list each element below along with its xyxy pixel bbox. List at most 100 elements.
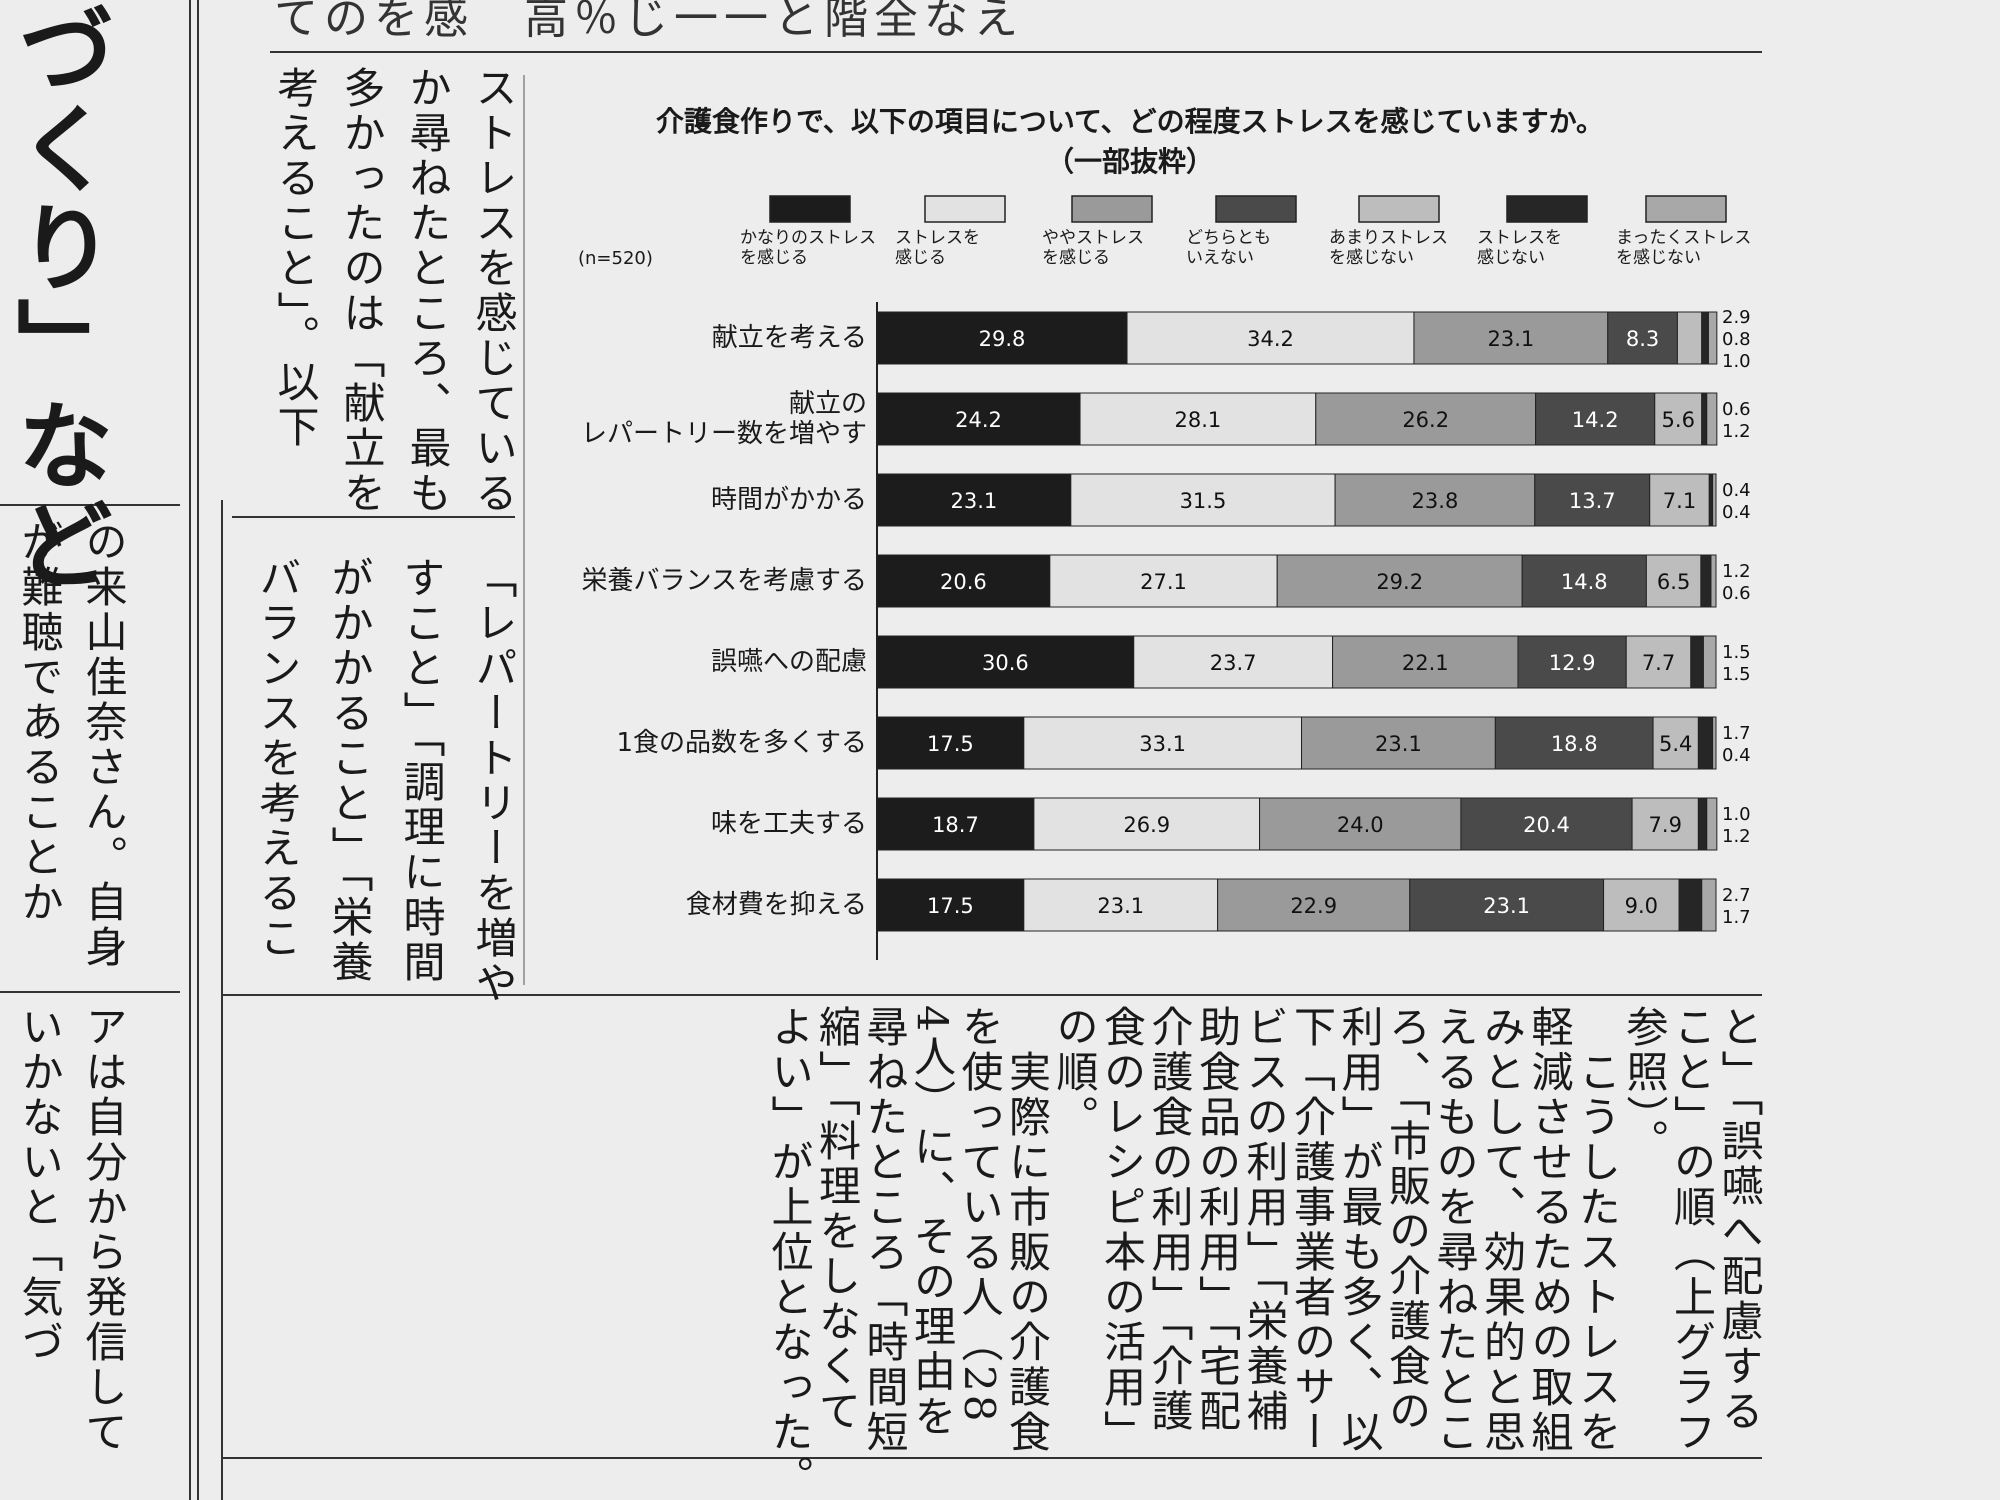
value-label: 29.2 [1376,570,1423,594]
legend-label: まったくストレス を感じない [1616,228,1752,268]
bar-segment [1217,878,1411,932]
bar-segment [1678,878,1703,932]
value-label: 23.1 [1097,894,1144,918]
bar-segment [1654,392,1703,446]
text-column: よい」が上位となった。 [765,1005,814,1500]
value-label: 34.2 [1247,327,1294,351]
text-column: 縮」「料理をしなくて [812,1005,862,1434]
value-label: 0.6 [1722,399,1751,420]
text-column: 考えること」。以下 [271,66,320,450]
value-label: 23.1 [1375,732,1422,756]
bar-segment [1649,473,1710,527]
category-label: 時間がかかる [710,485,867,515]
value-label: 12.9 [1549,651,1596,675]
value-label: 20.6 [940,570,987,594]
bar-segment [1676,311,1703,365]
value-label: 22.9 [1290,894,1337,918]
category-label: 1食の品数を多くする [616,728,867,758]
bar-segment [1413,311,1609,365]
value-label: 17.5 [927,894,974,918]
text-column: こと」の順（上グラフ [1667,1005,1717,1455]
bar-segment [1070,473,1336,527]
headline: づくり」など [1,0,113,594]
value-label: 14.8 [1561,570,1608,594]
category-label: 誤嚥への配慮 [710,647,867,677]
value-label: 23.8 [1412,489,1459,513]
value-label: 18.7 [932,813,979,837]
bar-segment [1710,554,1717,608]
text-column: 実際に市販の介護食 [1002,1005,1052,1455]
bar-segment [1334,473,1536,527]
category-label: 栄養バランスを考慮する [581,566,867,596]
text-column: がかかること」「栄養 [325,556,374,985]
text-column: こうしたストレスを [1572,1005,1622,1455]
bar-segment [1702,635,1717,689]
category-label: 味を工夫する [710,809,867,839]
text-column: の順。 [1050,1005,1099,1140]
text-column: 食のレシピ本の活用」 [1097,1005,1147,1455]
value-label: 1.2 [1722,421,1751,442]
value-label: 2.7 [1722,885,1751,906]
value-label: 24.2 [955,408,1002,432]
legend-swatch [769,195,851,223]
chart-subtitle: （一部抜粋） [1045,145,1214,178]
bar-segment [1706,392,1718,446]
text-column: ろ、「市販の介護食の [1382,1005,1432,1434]
legend-swatch [1358,195,1440,223]
category-label: 献立の レパートリー数を増やす [580,389,867,449]
value-label: 29.8 [979,327,1026,351]
bar-segment [1535,392,1656,446]
text-column: いかないと「気づ [15,1005,64,1365]
value-label: 0.4 [1722,480,1751,501]
text-column: ビスの利用」「栄養補 [1240,1005,1289,1434]
text-column: みとして、効果的と思 [1477,1005,1527,1455]
value-label: 8.3 [1626,327,1659,351]
bar-segment [1534,473,1651,527]
text-column: ストレスを感じている [469,66,518,516]
bar-segment [1023,716,1303,770]
bar-segment [1700,554,1712,608]
text-column: 利用」が最も多く、以 [1335,1005,1384,1455]
value-label: 0.6 [1722,583,1751,604]
category-label: 献立を考える [711,323,867,353]
legend-swatch [1506,195,1588,223]
bar-segment [1708,473,1714,527]
text-column: すこと」「調理に時間 [397,556,446,985]
legend-label: どちらとも いえない [1186,228,1271,268]
value-label: 7.7 [1642,651,1675,675]
value-label: 26.9 [1123,813,1170,837]
chart-title: 介護食作りで、以下の項目について、どの程度ストレスを感じていますか。 [655,105,1605,138]
bar-segment [876,878,1025,932]
bar-segment [1631,797,1699,851]
bar-segment [1707,311,1718,365]
value-label: 1.7 [1722,723,1751,744]
value-label: 5.4 [1659,732,1692,756]
value-label: 5.6 [1662,408,1695,432]
value-label: 14.2 [1572,408,1619,432]
bar-segment [1033,797,1261,851]
value-label: 7.1 [1663,489,1696,513]
value-label: 17.5 [927,732,974,756]
text-column: 参照）。 [1620,1005,1669,1164]
text-column: 助食品の利用」「宅配 [1192,1005,1242,1434]
bar-segment [1460,797,1633,851]
value-label: 33.1 [1139,732,1186,756]
legend-swatch [1215,195,1297,223]
bar-segment [1706,797,1718,851]
bar-segment [1494,716,1654,770]
header-fragment: てのを感 高％じ一一と階全なえ [274,0,1024,44]
legend-swatch [924,195,1006,223]
text-column: と」「誤嚥へ配慮する [1715,1005,1764,1434]
value-label: 1.7 [1722,907,1751,928]
value-label: 9.0 [1625,894,1658,918]
bar-segment [1625,635,1692,689]
bar-segment [1276,554,1523,608]
bar-segment [1697,716,1714,770]
legend-label: ストレスを 感じる [895,228,980,268]
bar-segment [1603,878,1680,932]
value-label: 1.5 [1722,664,1751,685]
text-column: 介護食の利用」「介護 [1145,1005,1194,1434]
bar-segment [1701,878,1717,932]
